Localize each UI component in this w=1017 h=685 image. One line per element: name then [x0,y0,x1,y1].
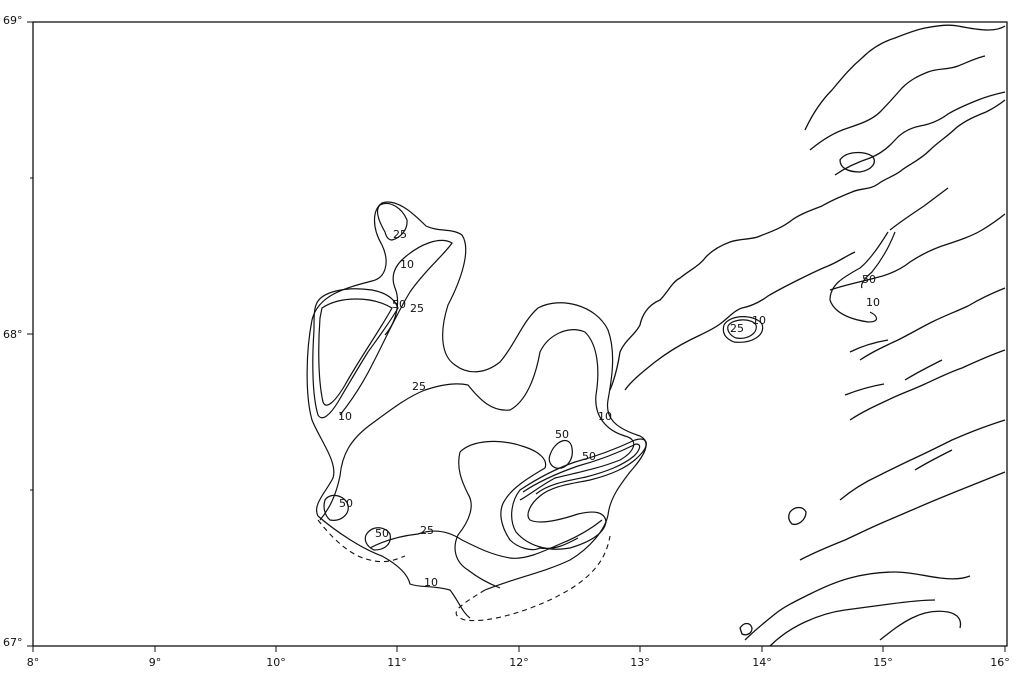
longitude-axis: 8° 9° 10° 11° 12° 13° 14° 15° 16° [27,646,1010,669]
coastline-mainland-5 [799,471,1006,561]
contour-25-south [369,519,603,559]
lon-label-13: 13° [630,656,650,669]
contour-label: 25 [393,228,407,241]
contour-50-center-west [454,451,501,589]
contour-50-west-inner [318,298,393,406]
lat-label-68: 68° [3,328,23,341]
coastline-mainland-6 [744,571,971,641]
contour-label: 50 [862,273,876,286]
contour-label: 25 [410,302,424,315]
lon-label-10: 10° [266,656,286,669]
contour-50-s [364,527,391,551]
contour-50-west [312,288,399,419]
contour-10-south [317,515,471,619]
contour-labels: 25 10 50 25 25 10 50 50 25 10 50 50 10 2… [338,228,880,589]
contour-10-outer [306,201,647,591]
contour-10-ne [829,231,889,323]
contour-lines [306,201,896,622]
lon-label-16: 16° [990,656,1010,669]
contour-25-main [319,329,635,521]
contour-label: 10 [400,258,414,271]
lon-label-11: 11° [387,656,407,669]
coastline-mainland-3 [849,349,1006,421]
contour-50-ne [860,231,896,289]
contour-label: 25 [420,524,434,537]
contour-50-center [459,440,579,551]
coastline-mainland-2 [859,287,1006,361]
contour-10-dashed [455,535,611,622]
coastline-fjord-3 [914,449,953,471]
coastline-hinnoya [834,91,1006,176]
lon-label-14: 14° [752,656,772,669]
coastline-island-1 [839,151,875,173]
contour-25-nw [339,239,453,416]
contour-label: 10 [338,410,352,423]
coastline-mainland-8 [879,610,962,641]
coastline-fjord-4 [849,339,889,353]
contour-label: 25 [730,322,744,335]
lat-label-69: 69° [3,14,23,27]
coastline-fjord-5 [844,383,885,396]
contour-label: 10 [752,314,766,327]
contour-label: 50 [392,298,406,311]
coastline-mainland-4 [839,419,1006,501]
coastline-island-3 [739,622,753,636]
lon-label-12: 12° [509,656,529,669]
coastline-fjord-1 [889,187,949,231]
coastline-vesteralen [804,24,1006,131]
contour-label: 10 [866,296,880,309]
contour-25-top [376,202,408,241]
lat-label-67: 67° [3,636,23,649]
coastline-vesteralen-inner [809,55,986,151]
contour-label: 50 [582,450,596,463]
coastline-fjord-2 [904,359,943,381]
coastline-lofoten [609,99,1006,391]
contour-25-dashed [317,519,406,563]
contour-50-sw [323,494,349,521]
contour-label: 50 [339,497,353,510]
map-frame [32,21,1008,647]
coastline-island-2 [788,506,807,526]
lon-label-9: 9° [149,656,162,669]
contour-label: 10 [598,410,612,423]
contour-25-east-island [727,319,757,339]
contour-50-blob [548,439,573,469]
contour-50-east-loop [511,438,647,550]
coastline [609,24,1006,647]
contour-50-east-loop-inner [522,443,641,495]
coastline-lofoten-south [624,251,856,391]
lon-label-8: 8° [27,656,40,669]
latitude-axis: 69° 68° 67° [3,14,33,649]
contour-label: 50 [555,428,569,441]
contour-label: 10 [424,576,438,589]
coastline-mainland-1 [829,213,1006,291]
contour-label: 25 [412,380,426,393]
contour-10-east-island [722,316,764,343]
lon-label-15: 15° [873,656,893,669]
contour-label: 50 [375,527,389,540]
coastline-mainland-7 [769,599,936,647]
